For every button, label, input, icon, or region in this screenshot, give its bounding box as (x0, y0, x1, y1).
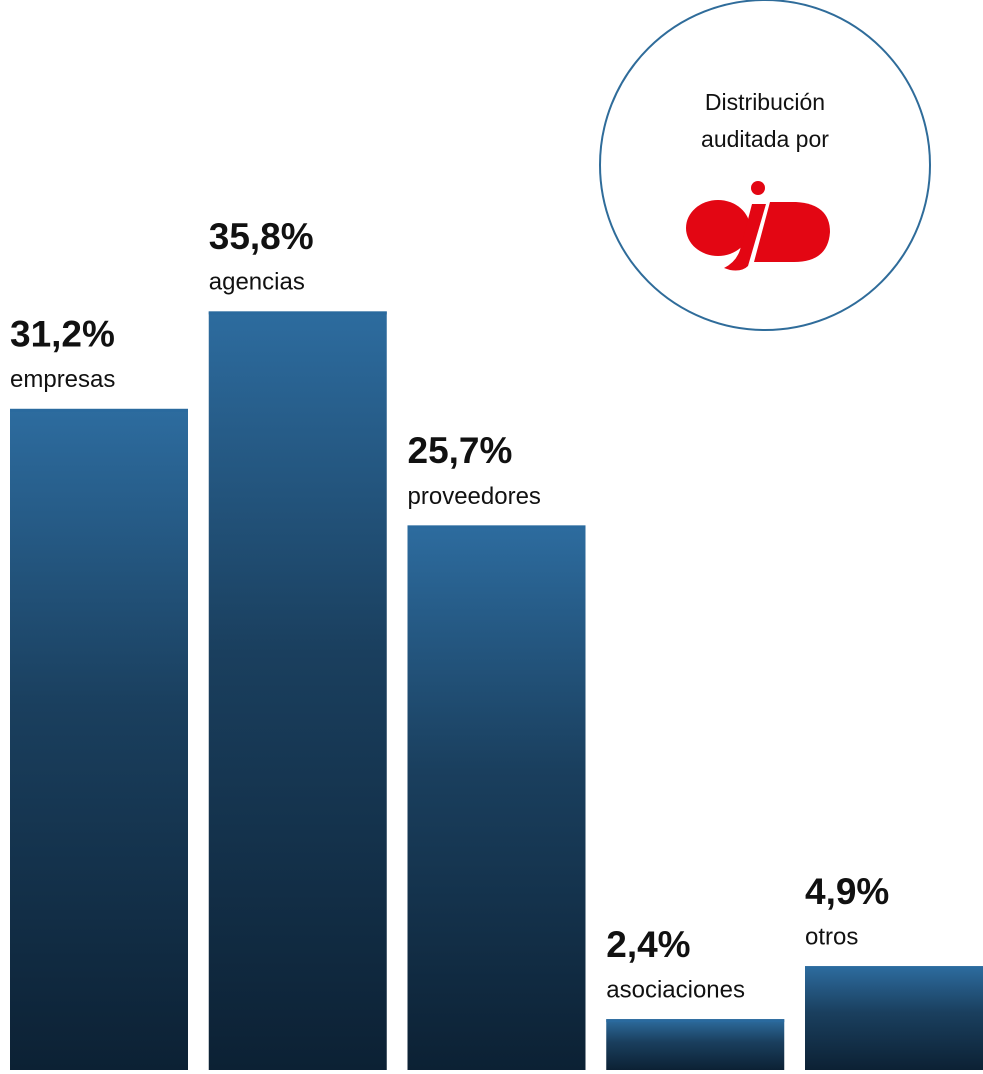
value-label: 2,4% (606, 924, 690, 965)
logo-dot (751, 181, 765, 195)
audit-badge: Distribución auditada por (599, 0, 931, 331)
category-label: proveedores (408, 483, 541, 510)
bar (10, 408, 188, 1070)
category-label: asociaciones (606, 976, 745, 1003)
logo-d (754, 202, 830, 262)
category-label: agencias (209, 269, 305, 296)
bar-top-edge (606, 1019, 785, 1023)
badge-text: Distribución (705, 89, 825, 115)
bar-top-edge (10, 408, 188, 412)
logo-j (724, 204, 766, 271)
logo-o (686, 200, 750, 256)
value-label: 4,9% (805, 871, 889, 912)
value-label: 25,7% (408, 430, 513, 471)
bar (208, 311, 387, 1070)
bar (407, 525, 586, 1070)
badge-circle (599, 0, 931, 331)
bar-top-edge (805, 966, 983, 970)
value-label: 31,2% (10, 314, 115, 355)
bar-top-edge (407, 525, 586, 529)
category-label: otros (805, 924, 858, 951)
category-label: empresas (10, 366, 115, 393)
bar-top-edge (208, 311, 387, 315)
value-label: 35,8% (209, 216, 314, 257)
ojd-logo (686, 181, 830, 271)
bar (606, 1019, 785, 1070)
bar (805, 966, 983, 1070)
badge-text: auditada por (701, 126, 829, 152)
